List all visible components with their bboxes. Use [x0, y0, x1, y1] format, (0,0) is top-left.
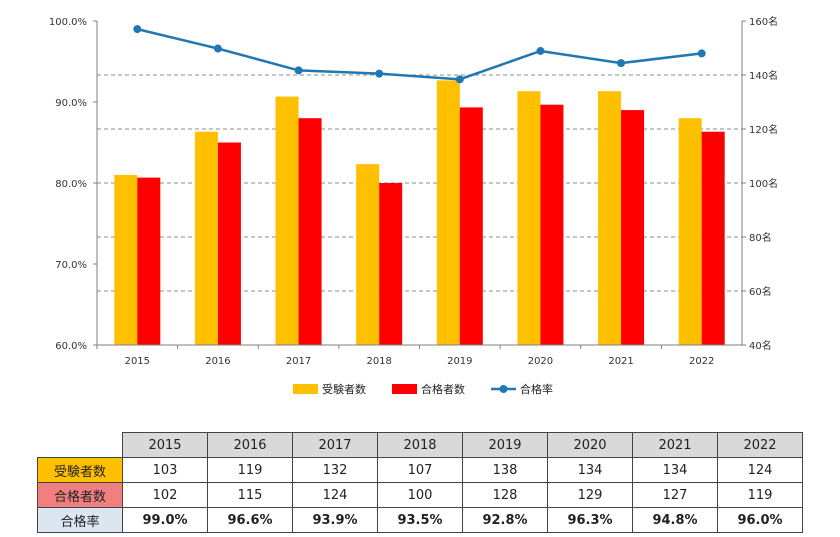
y-right-tick-label: 140名: [749, 69, 778, 82]
table-header-year: 2020: [547, 432, 633, 458]
bar-2015-1: [137, 177, 161, 345]
table-cell: 128: [462, 482, 548, 508]
table-body: 受験者数 103 119 132 107 138 134 134 124 合格者数 102 115 12…: [37, 457, 803, 533]
bar-series: [114, 80, 725, 346]
table-cell: 134: [632, 457, 718, 483]
table-row-label: 受験者数: [37, 457, 123, 483]
line-point-2020: [536, 46, 545, 55]
y-left-tick-label: 90.0%: [55, 98, 87, 109]
gridlines: [97, 74, 742, 292]
bar-2020-0: [517, 91, 541, 345]
legend: 受験者数 合格者数 合格率: [293, 382, 553, 396]
line-point-2019: [455, 75, 464, 84]
table-cell: 124: [292, 482, 378, 508]
bar-2016-0: [194, 131, 218, 345]
table-row-label: 合格率: [37, 507, 123, 533]
y-right-tick-label: 40名: [749, 339, 772, 352]
table-cell: 94.8%: [632, 507, 718, 533]
legend-label: 受験者数: [322, 382, 366, 396]
line-point-2015: [133, 25, 142, 34]
table-cell: 107: [377, 457, 463, 483]
line-point-2016: [213, 44, 222, 53]
table-cell: 92.8%: [462, 507, 548, 533]
table-cell: 96.3%: [547, 507, 633, 533]
y-left-tick-label: 70.0%: [55, 260, 87, 271]
line-point-2017: [294, 66, 303, 75]
bar-2021-0: [598, 91, 622, 345]
table-cell: 138: [462, 457, 548, 483]
table-row: 受験者数 103 119 132 107 138 134 134 124: [37, 457, 803, 483]
table-cell: 93.9%: [292, 507, 378, 533]
table-header-row: 2015 2016 2017 2018 2019 2020 2021 2022: [37, 432, 803, 458]
x-tick-label: 2018: [366, 356, 391, 367]
legend-swatch: [392, 384, 417, 394]
table-header-year: 2018: [377, 432, 463, 458]
table-header-year: 2016: [207, 432, 293, 458]
bar-2021-1: [621, 110, 645, 345]
axes: 40名 60名 80名 100名 120名 140名 160名 60.0% 70.0% 80.0%…: [49, 15, 778, 367]
table-cell: 124: [717, 457, 803, 483]
y-left-tick-label: 60.0%: [55, 341, 87, 352]
table-cell: 96.6%: [207, 507, 293, 533]
table-row: 合格者数 102 115 124 100 128 129 127 119: [37, 482, 803, 508]
line-series: [133, 25, 706, 84]
bar-2019-1: [459, 107, 483, 346]
bar-2015-0: [114, 174, 138, 345]
bar-2020-1: [540, 104, 564, 345]
legend-label: 合格率: [520, 382, 553, 396]
table-cell: 102: [122, 482, 208, 508]
table-cell: 129: [547, 482, 633, 508]
table-row: 合格率 99.0% 96.6% 93.9% 93.5% 92.8% 96.3% 94.8% 96…: [37, 507, 803, 533]
table-cell: 93.5%: [377, 507, 463, 533]
x-tick-label: 2015: [125, 356, 150, 367]
table-header-year: 2021: [632, 432, 718, 458]
bar-2016-1: [217, 142, 241, 345]
table-cell: 96.0%: [717, 507, 803, 533]
bar-2019-0: [436, 80, 460, 346]
bar-2017-0: [275, 96, 299, 345]
bar-2022-1: [701, 131, 725, 345]
table-header-year: 2022: [717, 432, 803, 458]
bar-2018-0: [356, 164, 380, 345]
line-point-2018: [375, 69, 384, 78]
table-header-year: 2019: [462, 432, 548, 458]
x-tick-label: 2020: [528, 356, 553, 367]
bar-2022-0: [678, 118, 702, 345]
line-point-2021: [617, 59, 626, 68]
table-cell: 103: [122, 457, 208, 483]
line-point-2022: [697, 49, 706, 58]
table-cell: 100: [377, 482, 463, 508]
bar-2017-1: [298, 118, 322, 345]
legend-swatch: [293, 384, 318, 394]
table-cell: 119: [207, 457, 293, 483]
y-left-tick-label: 100.0%: [49, 17, 87, 28]
table-header-year: 2015: [122, 432, 208, 458]
x-tick-label: 2016: [205, 356, 230, 367]
legend-swatch-marker: [499, 385, 508, 393]
table-cell: 115: [207, 482, 293, 508]
table-cell: 134: [547, 457, 633, 483]
table-cell: 127: [632, 482, 718, 508]
data-table: 2015 2016 2017 2018 2019 2020 2021 2022 受験者数 103…: [37, 432, 803, 533]
table-header-year: 2017: [292, 432, 378, 458]
y-right-tick-label: 80名: [749, 231, 772, 244]
y-right-tick-label: 100名: [749, 177, 778, 190]
legend-label: 合格者数: [421, 382, 465, 396]
y-right-tick-label: 60名: [749, 285, 772, 298]
table-row-label: 合格者数: [37, 482, 123, 508]
x-tick-label: 2017: [286, 356, 311, 367]
x-tick-label: 2022: [689, 356, 714, 367]
bar-2018-1: [379, 183, 403, 345]
x-tick-label: 2021: [608, 356, 633, 367]
table-corner: [37, 432, 123, 458]
y-right-tick-label: 120名: [749, 123, 778, 136]
y-left-tick-label: 80.0%: [55, 179, 87, 190]
y-right-tick-label: 160名: [749, 15, 778, 28]
table-cell: 132: [292, 457, 378, 483]
x-tick-label: 2019: [447, 356, 472, 367]
table-cell: 99.0%: [122, 507, 208, 533]
line-path: [137, 27, 702, 81]
combo-chart: 40名 60名 80名 100名 120名 140名 160名 60.0% 70.0% 80.0%…: [49, 15, 778, 396]
table-cell: 119: [717, 482, 803, 508]
